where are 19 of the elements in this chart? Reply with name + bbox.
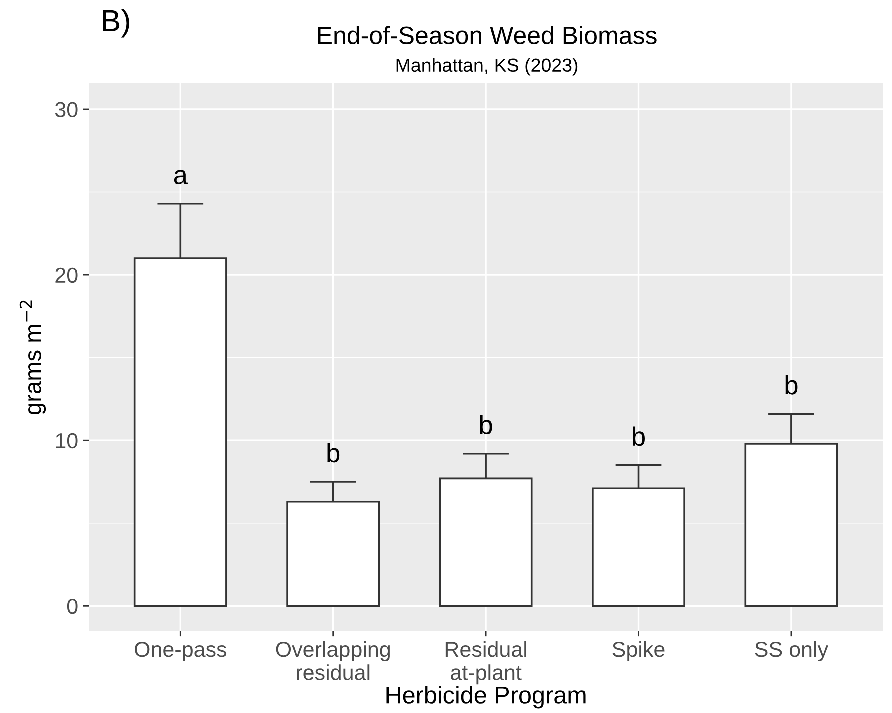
- annotation: b: [480, 415, 492, 435]
- chart-subtitle: Manhattan, KS (2023): [396, 58, 578, 76]
- annotation: b: [786, 375, 798, 395]
- y-axis-title: grams m$^{−2}$: [20, 300, 46, 415]
- y-tick-label: 20: [56, 268, 78, 284]
- x-tick-label: Overlapping residual: [276, 641, 390, 680]
- text: B): [103, 9, 130, 38]
- annotation: b: [633, 426, 645, 446]
- x-tick-label: SS only: [755, 641, 829, 662]
- x-tick-label: One-pass: [135, 642, 227, 662]
- y-tick-label: 30: [55, 102, 78, 118]
- y-tick-label: 10: [56, 433, 78, 449]
- annotation: b: [328, 443, 340, 463]
- annotation: a: [174, 170, 188, 185]
- x-tick-label: Spike: [612, 641, 665, 662]
- y-tick-label: 0: [67, 598, 78, 614]
- chart-title: End-of-Season Weed Biomass: [318, 26, 657, 44]
- x-tick-label: Residual at-plant: [446, 641, 526, 685]
- x-axis-title: Herbicide Program: [386, 686, 586, 709]
